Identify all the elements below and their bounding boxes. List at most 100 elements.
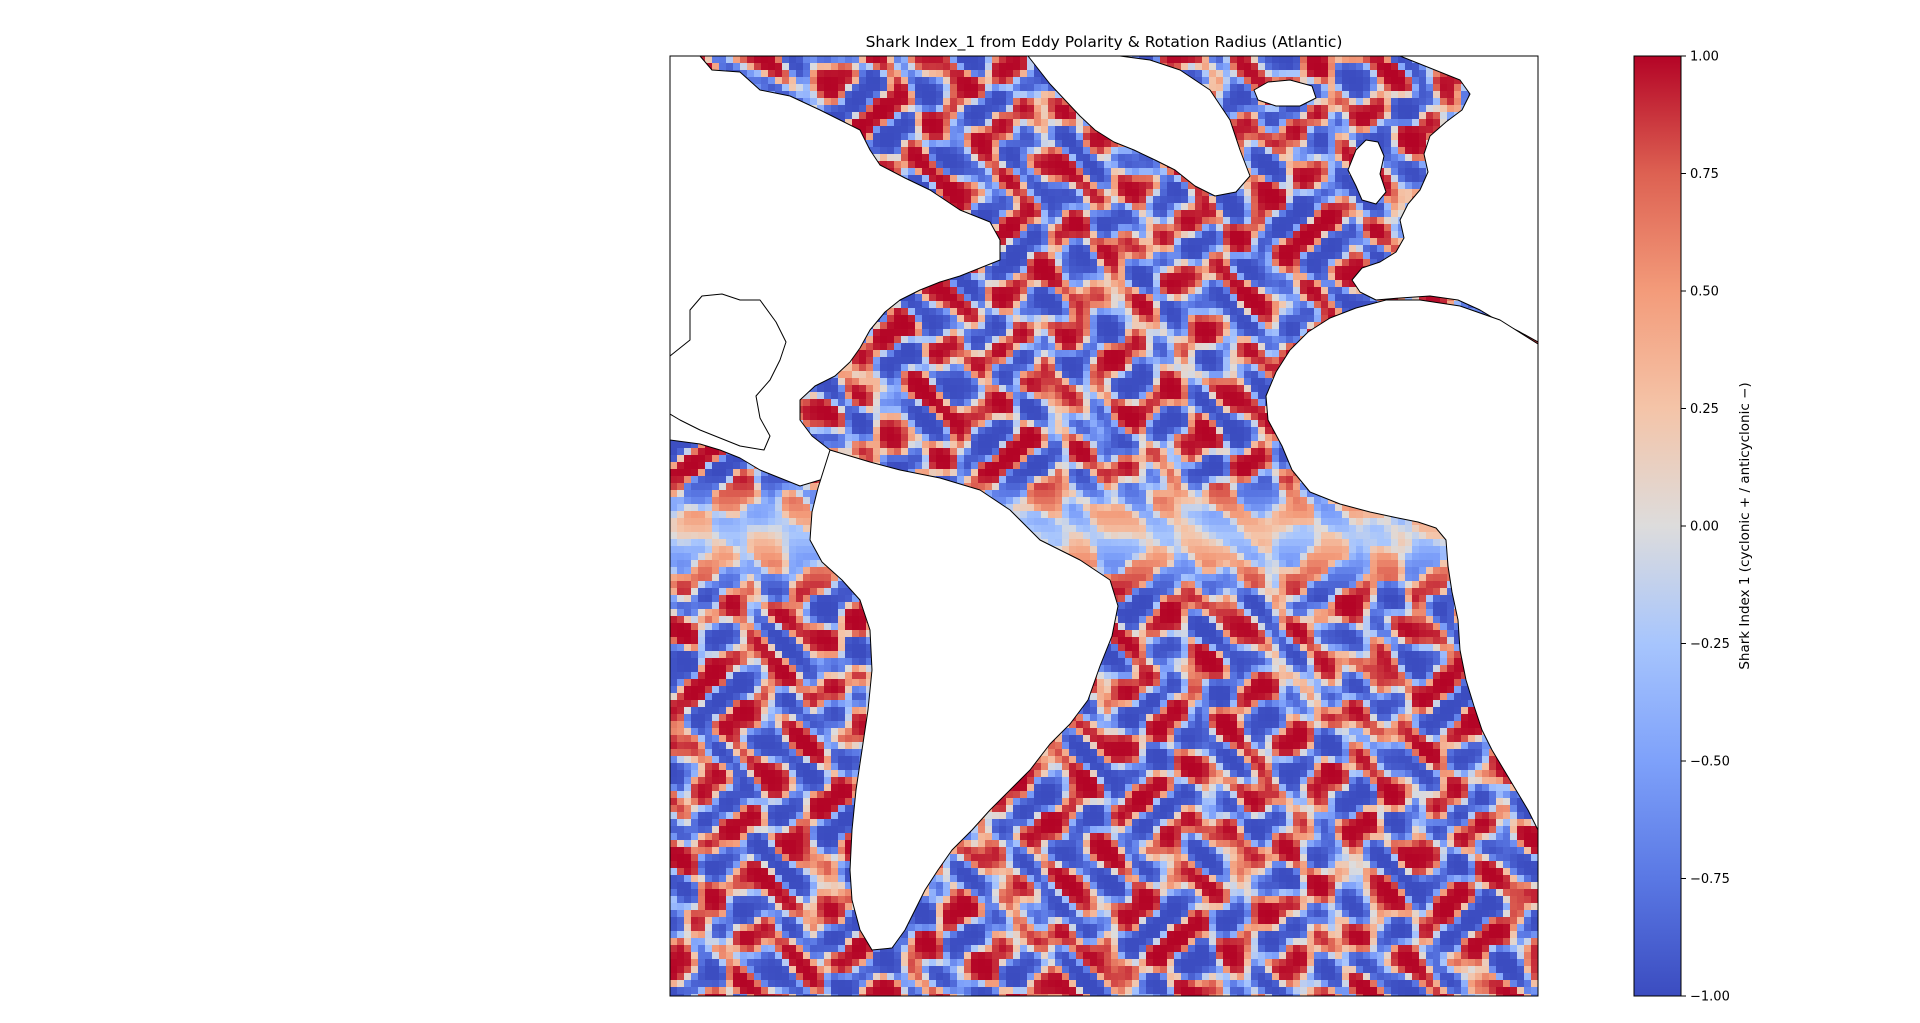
- heatmap-cell: [971, 203, 979, 211]
- heatmap-cell: [1062, 175, 1070, 183]
- heatmap-cell: [1160, 182, 1168, 190]
- heatmap-cell: [957, 105, 965, 113]
- heatmap-cell: [1307, 217, 1315, 225]
- heatmap-cell: [908, 336, 916, 344]
- heatmap-cell: [1006, 182, 1014, 190]
- heatmap-cell: [1069, 238, 1077, 246]
- heatmap-cell: [1034, 196, 1042, 204]
- heatmap-cell: [887, 140, 895, 148]
- heatmap-cell: [1034, 238, 1042, 246]
- heatmap-cell: [1097, 175, 1105, 183]
- heatmap-cell: [1426, 98, 1434, 106]
- heatmap-cell: [873, 77, 881, 85]
- heatmap-cell: [1237, 63, 1245, 71]
- heatmap-cell: [908, 112, 916, 120]
- heatmap-cell: [1160, 322, 1168, 330]
- heatmap-cell: [1062, 266, 1070, 274]
- heatmap-cell: [957, 182, 965, 190]
- heatmap-cell: [1090, 280, 1098, 288]
- heatmap-cell: [1307, 259, 1315, 267]
- heatmap-cell: [1258, 56, 1266, 64]
- heatmap-cell: [964, 133, 972, 141]
- heatmap-cell: [901, 56, 909, 64]
- heatmap-cell: [1335, 203, 1343, 211]
- heatmap-cell: [1265, 266, 1273, 274]
- heatmap-cell: [866, 77, 874, 85]
- heatmap-cell: [1006, 112, 1014, 120]
- heatmap-cell: [1342, 63, 1350, 71]
- heatmap-cell: [1090, 315, 1098, 323]
- heatmap-cell: [1125, 280, 1133, 288]
- heatmap-cell: [1237, 126, 1245, 134]
- heatmap-cell: [1062, 189, 1070, 197]
- heatmap-cell: [1237, 287, 1245, 295]
- heatmap-cell: [880, 336, 888, 344]
- heatmap-cell: [824, 56, 832, 64]
- heatmap-cell: [922, 161, 930, 169]
- heatmap-cell: [859, 63, 867, 71]
- heatmap-cell: [999, 126, 1007, 134]
- heatmap-cell: [915, 322, 923, 330]
- heatmap-cell: [1104, 315, 1112, 323]
- heatmap-cell: [894, 91, 902, 99]
- heatmap-cell: [1216, 98, 1224, 106]
- heatmap-cell: [1293, 182, 1301, 190]
- heatmap-cell: [1034, 70, 1042, 78]
- heatmap-cell: [1272, 196, 1280, 204]
- heatmap-cell: [873, 91, 881, 99]
- heatmap-cell: [1195, 259, 1203, 267]
- heatmap-cell: [1328, 98, 1336, 106]
- heatmap-cell: [950, 119, 958, 127]
- heatmap-cell: [1244, 196, 1252, 204]
- heatmap-cell: [1223, 63, 1231, 71]
- heatmap-cell: [1048, 189, 1056, 197]
- heatmap-cell: [999, 161, 1007, 169]
- heatmap-cell: [1139, 224, 1147, 232]
- heatmap-cell: [1405, 119, 1413, 127]
- heatmap-cell: [1006, 224, 1014, 232]
- heatmap-cell: [894, 84, 902, 92]
- heatmap-cell: [1125, 287, 1133, 295]
- heatmap-cell: [1377, 119, 1385, 127]
- heatmap-cell: [1118, 203, 1126, 211]
- heatmap-cell: [1076, 196, 1084, 204]
- heatmap-cell: [1118, 245, 1126, 253]
- heatmap-cell: [1237, 119, 1245, 127]
- heatmap-cell: [915, 308, 923, 316]
- heatmap-cell: [957, 91, 965, 99]
- heatmap-cell: [1363, 259, 1371, 267]
- heatmap-cell: [1244, 119, 1252, 127]
- heatmap-cell: [1069, 203, 1077, 211]
- heatmap-cell: [1034, 182, 1042, 190]
- heatmap-cell: [1405, 147, 1413, 155]
- heatmap-cell: [1188, 189, 1196, 197]
- heatmap-cell: [1118, 161, 1126, 169]
- heatmap-cell: [1293, 56, 1301, 64]
- heatmap-cell: [1377, 224, 1385, 232]
- heatmap-cell: [971, 175, 979, 183]
- heatmap-cell: [1405, 126, 1413, 134]
- heatmap-cell: [1055, 224, 1063, 232]
- heatmap-cell: [1279, 175, 1287, 183]
- heatmap-cell: [1125, 203, 1133, 211]
- heatmap-cell: [971, 189, 979, 197]
- heatmap-cell: [1230, 91, 1238, 99]
- heatmap-cell: [929, 294, 937, 302]
- heatmap-cell: [1349, 203, 1357, 211]
- heatmap-cell: [1083, 147, 1091, 155]
- heatmap-cell: [936, 147, 944, 155]
- heatmap-cell: [1188, 70, 1196, 78]
- heatmap-cell: [1342, 182, 1350, 190]
- heatmap-cell: [1181, 245, 1189, 253]
- heatmap-cell: [1104, 217, 1112, 225]
- heatmap-cell: [1258, 280, 1266, 288]
- heatmap-cell: [1027, 112, 1035, 120]
- heatmap-cell: [971, 98, 979, 106]
- heatmap-cell: [1335, 168, 1343, 176]
- heatmap-cell: [1125, 175, 1133, 183]
- heatmap-cell: [929, 322, 937, 330]
- heatmap-cell: [1013, 189, 1021, 197]
- heatmap-cell: [1223, 315, 1231, 323]
- heatmap-cell: [922, 329, 930, 337]
- heatmap-cell: [1370, 252, 1378, 260]
